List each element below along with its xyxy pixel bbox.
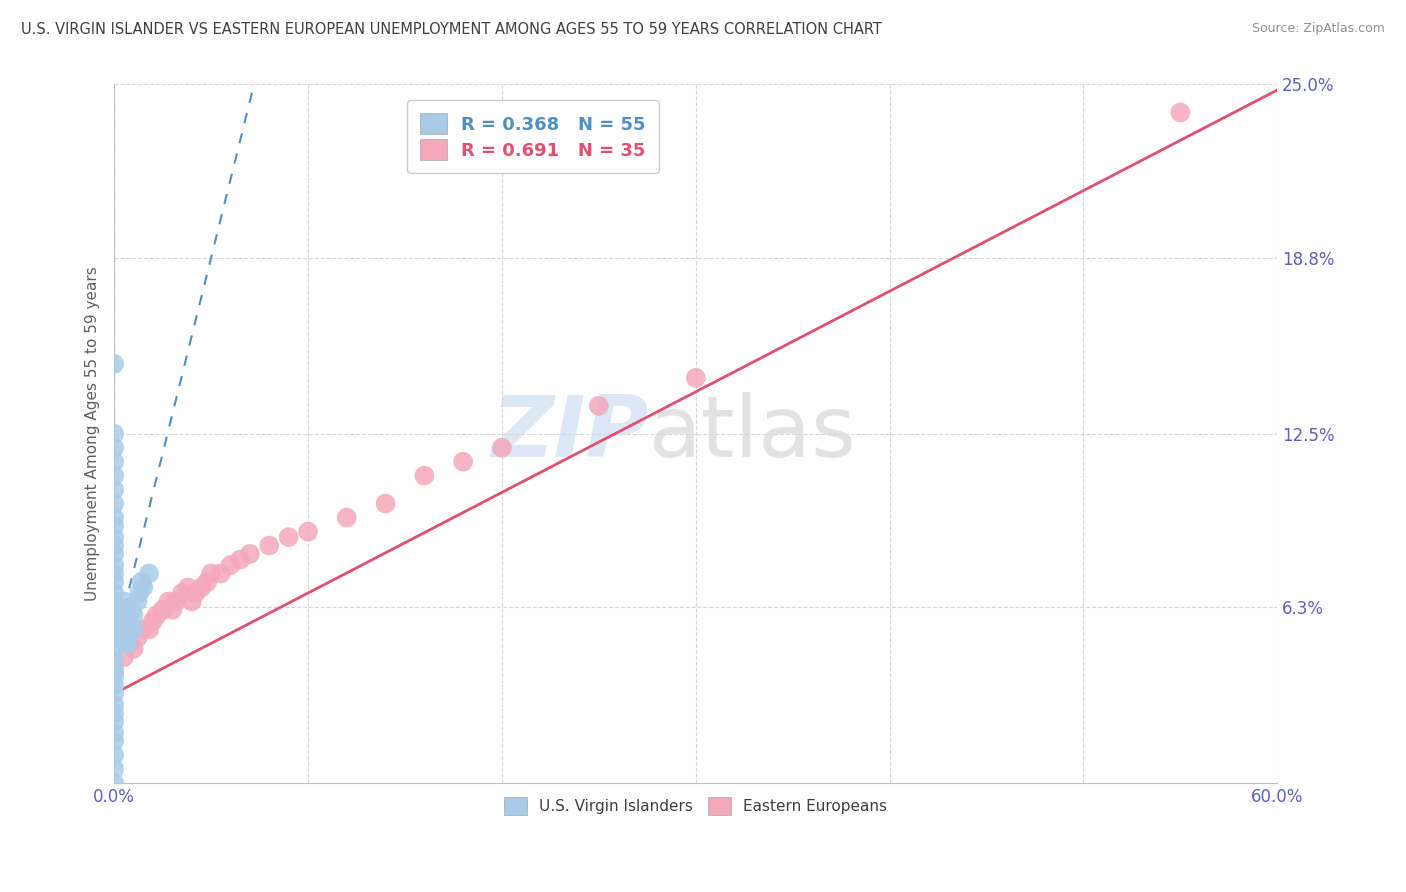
- Point: [103, 678, 125, 692]
- Point: [122, 623, 145, 637]
- Point: [103, 603, 125, 617]
- Point: [103, 698, 125, 712]
- Point: [219, 558, 242, 572]
- Point: [103, 665, 125, 679]
- Point: [146, 608, 169, 623]
- Point: [103, 734, 125, 748]
- Point: [117, 636, 139, 650]
- Point: [103, 441, 125, 455]
- Point: [103, 357, 125, 371]
- Point: [190, 581, 212, 595]
- Point: [117, 619, 139, 633]
- Point: [685, 371, 707, 385]
- Point: [138, 623, 160, 637]
- Point: [118, 608, 141, 623]
- Point: [114, 623, 136, 637]
- Point: [122, 641, 145, 656]
- Point: [103, 631, 125, 645]
- Point: [103, 776, 125, 790]
- Point: [142, 614, 165, 628]
- Point: [121, 603, 143, 617]
- Point: [103, 665, 125, 679]
- Point: [132, 623, 155, 637]
- Point: [165, 594, 187, 608]
- Point: [491, 441, 513, 455]
- Point: [103, 714, 125, 729]
- Point: [103, 530, 125, 544]
- Point: [103, 566, 125, 581]
- Point: [103, 426, 125, 441]
- Point: [588, 399, 610, 413]
- Point: [127, 631, 149, 645]
- Point: [374, 497, 396, 511]
- Text: U.S. VIRGIN ISLANDER VS EASTERN EUROPEAN UNEMPLOYMENT AMONG AGES 55 TO 59 YEARS : U.S. VIRGIN ISLANDER VS EASTERN EUROPEAN…: [21, 22, 882, 37]
- Point: [103, 706, 125, 721]
- Point: [184, 586, 207, 600]
- Point: [103, 762, 125, 776]
- Point: [114, 636, 136, 650]
- Point: [103, 641, 125, 656]
- Point: [112, 631, 135, 645]
- Point: [112, 650, 135, 665]
- Point: [103, 468, 125, 483]
- Point: [170, 586, 193, 600]
- Point: [103, 519, 125, 533]
- Point: [152, 603, 174, 617]
- Point: [103, 623, 125, 637]
- Point: [1170, 105, 1192, 120]
- Point: [413, 468, 436, 483]
- Point: [103, 725, 125, 739]
- Point: [128, 586, 150, 600]
- Point: [131, 574, 153, 589]
- Point: [103, 687, 125, 701]
- Text: atlas: atlas: [650, 392, 858, 475]
- Point: [297, 524, 319, 539]
- Point: [108, 603, 131, 617]
- Point: [180, 594, 202, 608]
- Point: [103, 483, 125, 497]
- Point: [103, 653, 125, 667]
- Point: [162, 603, 184, 617]
- Point: [103, 510, 125, 524]
- Point: [103, 455, 125, 469]
- Point: [108, 614, 131, 628]
- Point: [103, 558, 125, 572]
- Point: [118, 636, 141, 650]
- Point: [209, 566, 232, 581]
- Point: [157, 594, 180, 608]
- Point: [103, 497, 125, 511]
- Point: [200, 566, 222, 581]
- Point: [277, 530, 299, 544]
- Point: [103, 594, 125, 608]
- Point: [177, 581, 200, 595]
- Point: [111, 623, 134, 637]
- Point: [103, 748, 125, 763]
- Point: [138, 566, 160, 581]
- Point: [103, 547, 125, 561]
- Point: [195, 574, 218, 589]
- Point: [112, 614, 135, 628]
- Point: [239, 547, 262, 561]
- Point: [132, 581, 155, 595]
- Legend: U.S. Virgin Islanders, Eastern Europeans: U.S. Virgin Islanders, Eastern Europeans: [495, 789, 897, 824]
- Point: [112, 594, 135, 608]
- Y-axis label: Unemployment Among Ages 55 to 59 years: Unemployment Among Ages 55 to 59 years: [86, 267, 100, 601]
- Point: [127, 594, 149, 608]
- Point: [103, 614, 125, 628]
- Point: [111, 608, 134, 623]
- Text: Source: ZipAtlas.com: Source: ZipAtlas.com: [1251, 22, 1385, 36]
- Point: [229, 552, 252, 566]
- Point: [122, 608, 145, 623]
- Point: [103, 670, 125, 684]
- Point: [259, 539, 281, 553]
- Point: [103, 574, 125, 589]
- Point: [336, 510, 359, 524]
- Text: ZIP: ZIP: [492, 392, 650, 475]
- Point: [451, 455, 474, 469]
- Point: [103, 539, 125, 553]
- Point: [103, 586, 125, 600]
